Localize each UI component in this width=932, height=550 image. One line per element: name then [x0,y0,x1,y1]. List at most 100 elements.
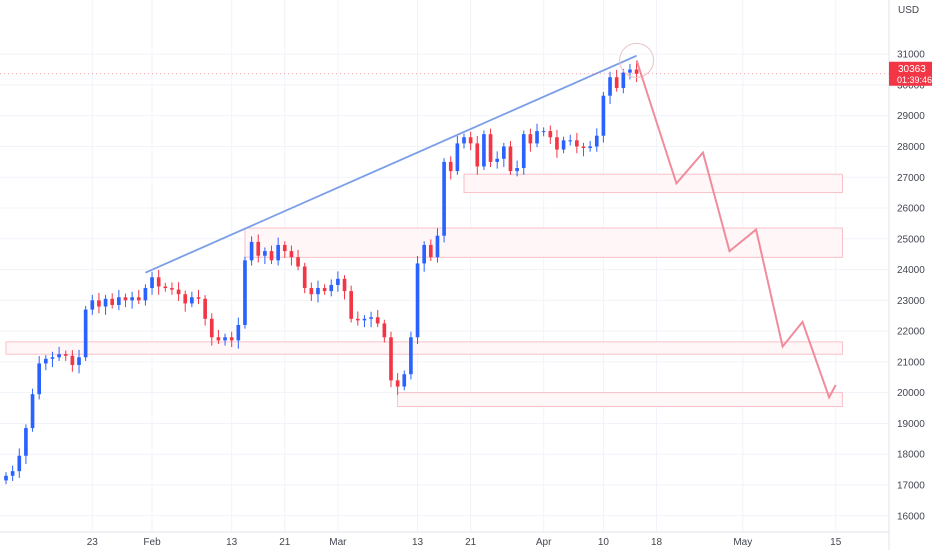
candle-body [256,241,261,256]
candle-body [415,263,420,338]
candle-body [369,317,373,319]
y-axis-currency: USD [898,5,919,16]
price-zone [5,341,843,355]
candle-body [216,337,221,341]
candle-body [150,277,154,289]
candle-body [581,146,586,149]
candle-body [30,394,35,429]
candle-body [276,244,280,261]
candle-body [395,380,400,387]
candle-body [63,354,68,356]
candle-body [422,244,427,264]
candle-body [475,143,480,167]
candle-body [243,260,247,325]
candle-body [389,337,393,381]
y-tick-label: 31000 [897,50,925,61]
x-tick-label: Apr [536,537,552,548]
chart-grid [0,0,889,532]
candle-body [528,134,533,144]
candle-body [462,137,466,144]
x-tick-label: 23 [87,537,99,548]
candle-body [541,131,546,133]
x-tick-label: 21 [279,537,291,548]
candle-body [163,286,168,289]
candle-body [601,95,606,136]
x-tick-label: Feb [143,537,161,548]
candle-body [289,251,294,258]
y-tick-label: 26000 [897,204,925,215]
x-tick-label: 13 [412,537,424,548]
y-tick-label: 18000 [897,450,925,461]
price-zone [244,227,843,258]
y-tick-label: 19000 [897,419,925,430]
y-tick-label: 20000 [897,388,925,399]
candle-body [342,278,347,292]
candle-body [329,284,334,292]
x-tick-label: 21 [465,537,477,548]
candle-body [548,131,553,138]
price-zone [463,173,843,194]
last-price-countdown: 01:39:46 [897,75,932,85]
candle-body [402,374,407,387]
y-tick-label: 28000 [897,142,925,153]
y-tick-label: 25000 [897,234,925,245]
highlight-circle [619,42,655,78]
last-price-tag: 30363 01:39:46 [889,61,932,86]
candle-body [448,161,453,172]
candle-body [621,72,626,89]
candle-body [555,137,559,150]
x-tick-label: May [733,537,752,548]
candle-body [442,161,446,236]
x-tick-label: 10 [598,537,610,548]
candle-body [375,317,380,324]
y-tick-label: 17000 [897,480,925,491]
candle-body [97,300,101,307]
candle-body [608,77,612,96]
candle-body [309,288,314,295]
candle-body [382,323,387,338]
candle-body [355,318,360,321]
candle-body [495,158,500,162]
candle-body [561,140,566,150]
candle-body [614,77,619,89]
candle-body [302,266,307,289]
candle-body [296,257,300,267]
candle-body [24,428,28,456]
candle-body [10,471,15,476]
candle-body [628,69,632,73]
candle-body [17,455,22,472]
candle-body [508,146,513,172]
candle-body [90,300,95,310]
candle-body [435,235,440,258]
candle-body [349,291,353,319]
price-zone [397,392,843,407]
candle-body [535,131,539,144]
candle-body [143,288,148,301]
candle-body [103,298,108,307]
candlestick-series [4,62,639,485]
candle-body [336,278,340,285]
candle-body [156,277,161,287]
candle-body [322,288,327,292]
candle-body [588,146,592,149]
candle-body [57,354,61,358]
y-tick-label: 24000 [897,265,925,276]
candle-body [316,288,320,295]
x-tick-label: Mar [329,537,347,548]
candle-body [196,297,201,299]
candle-body [468,137,473,144]
candle-body [269,251,274,261]
candle-body [190,297,194,304]
candle-body [502,146,506,159]
candle-body [455,143,460,172]
candle-body [229,337,234,341]
y-axis: 16000 17000 18000 19000 20000 21000 22000 23000… [888,0,925,550]
candle-body [130,297,134,301]
candle-body [117,297,121,305]
resistance-trendline [145,54,637,274]
candle-body [521,134,526,169]
candle-body [282,244,287,252]
y-tick-label: 21000 [897,357,925,368]
candle-body [44,358,48,364]
